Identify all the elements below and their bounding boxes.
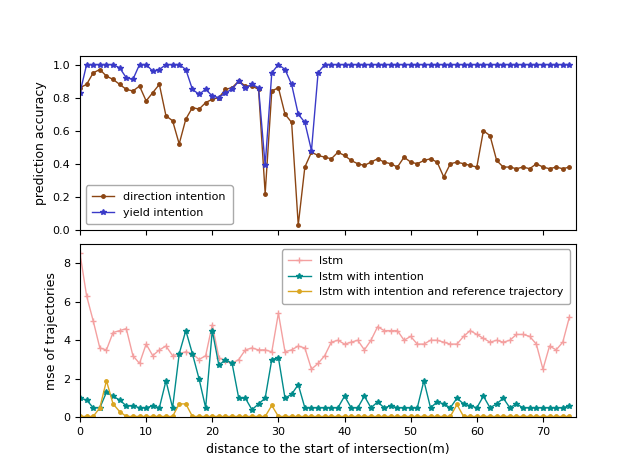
- direction intention: [460, 161, 467, 166]
- direction intention: [493, 158, 500, 163]
- lstm with intention: [526, 405, 534, 410]
- lstm with intention: [116, 397, 124, 403]
- lstm with intention: [76, 395, 84, 401]
- direction intention: [294, 222, 302, 228]
- yield intention: [460, 62, 467, 68]
- lstm with intention and reference trajectory: [519, 414, 527, 419]
- direction intention: [526, 166, 534, 172]
- lstm: [467, 328, 474, 333]
- yield intention: [83, 62, 90, 68]
- lstm with intention and reference trajectory: [102, 378, 110, 384]
- yield intention: [566, 62, 573, 68]
- lstm: [519, 332, 527, 337]
- lstm with intention and reference trajectory: [486, 414, 494, 419]
- Line: lstm with intention and reference trajectory: lstm with intention and reference trajec…: [78, 379, 571, 418]
- yield intention: [479, 62, 487, 68]
- lstm with intention: [479, 393, 487, 399]
- lstm with intention: [566, 403, 573, 408]
- lstm with intention and reference trajectory: [453, 401, 461, 407]
- lstm with intention: [460, 401, 467, 407]
- Line: yield intention: yield intention: [77, 62, 572, 168]
- lstm with intention: [493, 401, 500, 407]
- lstm with intention and reference trajectory: [122, 414, 130, 419]
- lstm: [566, 314, 573, 320]
- X-axis label: distance to the start of intersection(m): distance to the start of intersection(m): [206, 443, 450, 456]
- direction intention: [473, 164, 481, 170]
- Line: lstm with intention: lstm with intention: [77, 328, 572, 412]
- yield intention: [526, 62, 534, 68]
- direction intention: [76, 85, 84, 91]
- direction intention: [96, 67, 104, 72]
- yield intention: [473, 62, 481, 68]
- lstm with intention and reference trajectory: [566, 414, 573, 419]
- Y-axis label: mse of trajectories: mse of trajectories: [45, 272, 58, 390]
- lstm: [486, 340, 494, 345]
- direction intention: [479, 128, 487, 134]
- lstm with intention: [248, 407, 256, 413]
- Legend: direction intention, yield intention: direction intention, yield intention: [86, 185, 232, 224]
- lstm with intention and reference trajectory: [76, 414, 84, 419]
- lstm: [473, 332, 481, 337]
- lstm with intention: [473, 405, 481, 410]
- yield intention: [493, 62, 500, 68]
- Legend: lstm, lstm with intention, lstm with intention and reference trajectory: lstm, lstm with intention, lstm with int…: [282, 250, 570, 304]
- lstm: [76, 250, 84, 256]
- Line: lstm: lstm: [77, 250, 572, 372]
- lstm with intention and reference trajectory: [473, 414, 481, 419]
- lstm with intention: [182, 328, 189, 333]
- direction intention: [566, 164, 573, 170]
- lstm: [308, 366, 316, 372]
- lstm with intention and reference trajectory: [467, 414, 474, 419]
- yield intention: [261, 163, 269, 168]
- yield intention: [76, 90, 84, 96]
- lstm: [116, 328, 124, 333]
- yield intention: [122, 75, 130, 81]
- Line: direction intention: direction intention: [78, 68, 571, 227]
- Y-axis label: prediction accuracy: prediction accuracy: [34, 81, 47, 205]
- direction intention: [122, 87, 130, 92]
- lstm: [453, 341, 461, 347]
